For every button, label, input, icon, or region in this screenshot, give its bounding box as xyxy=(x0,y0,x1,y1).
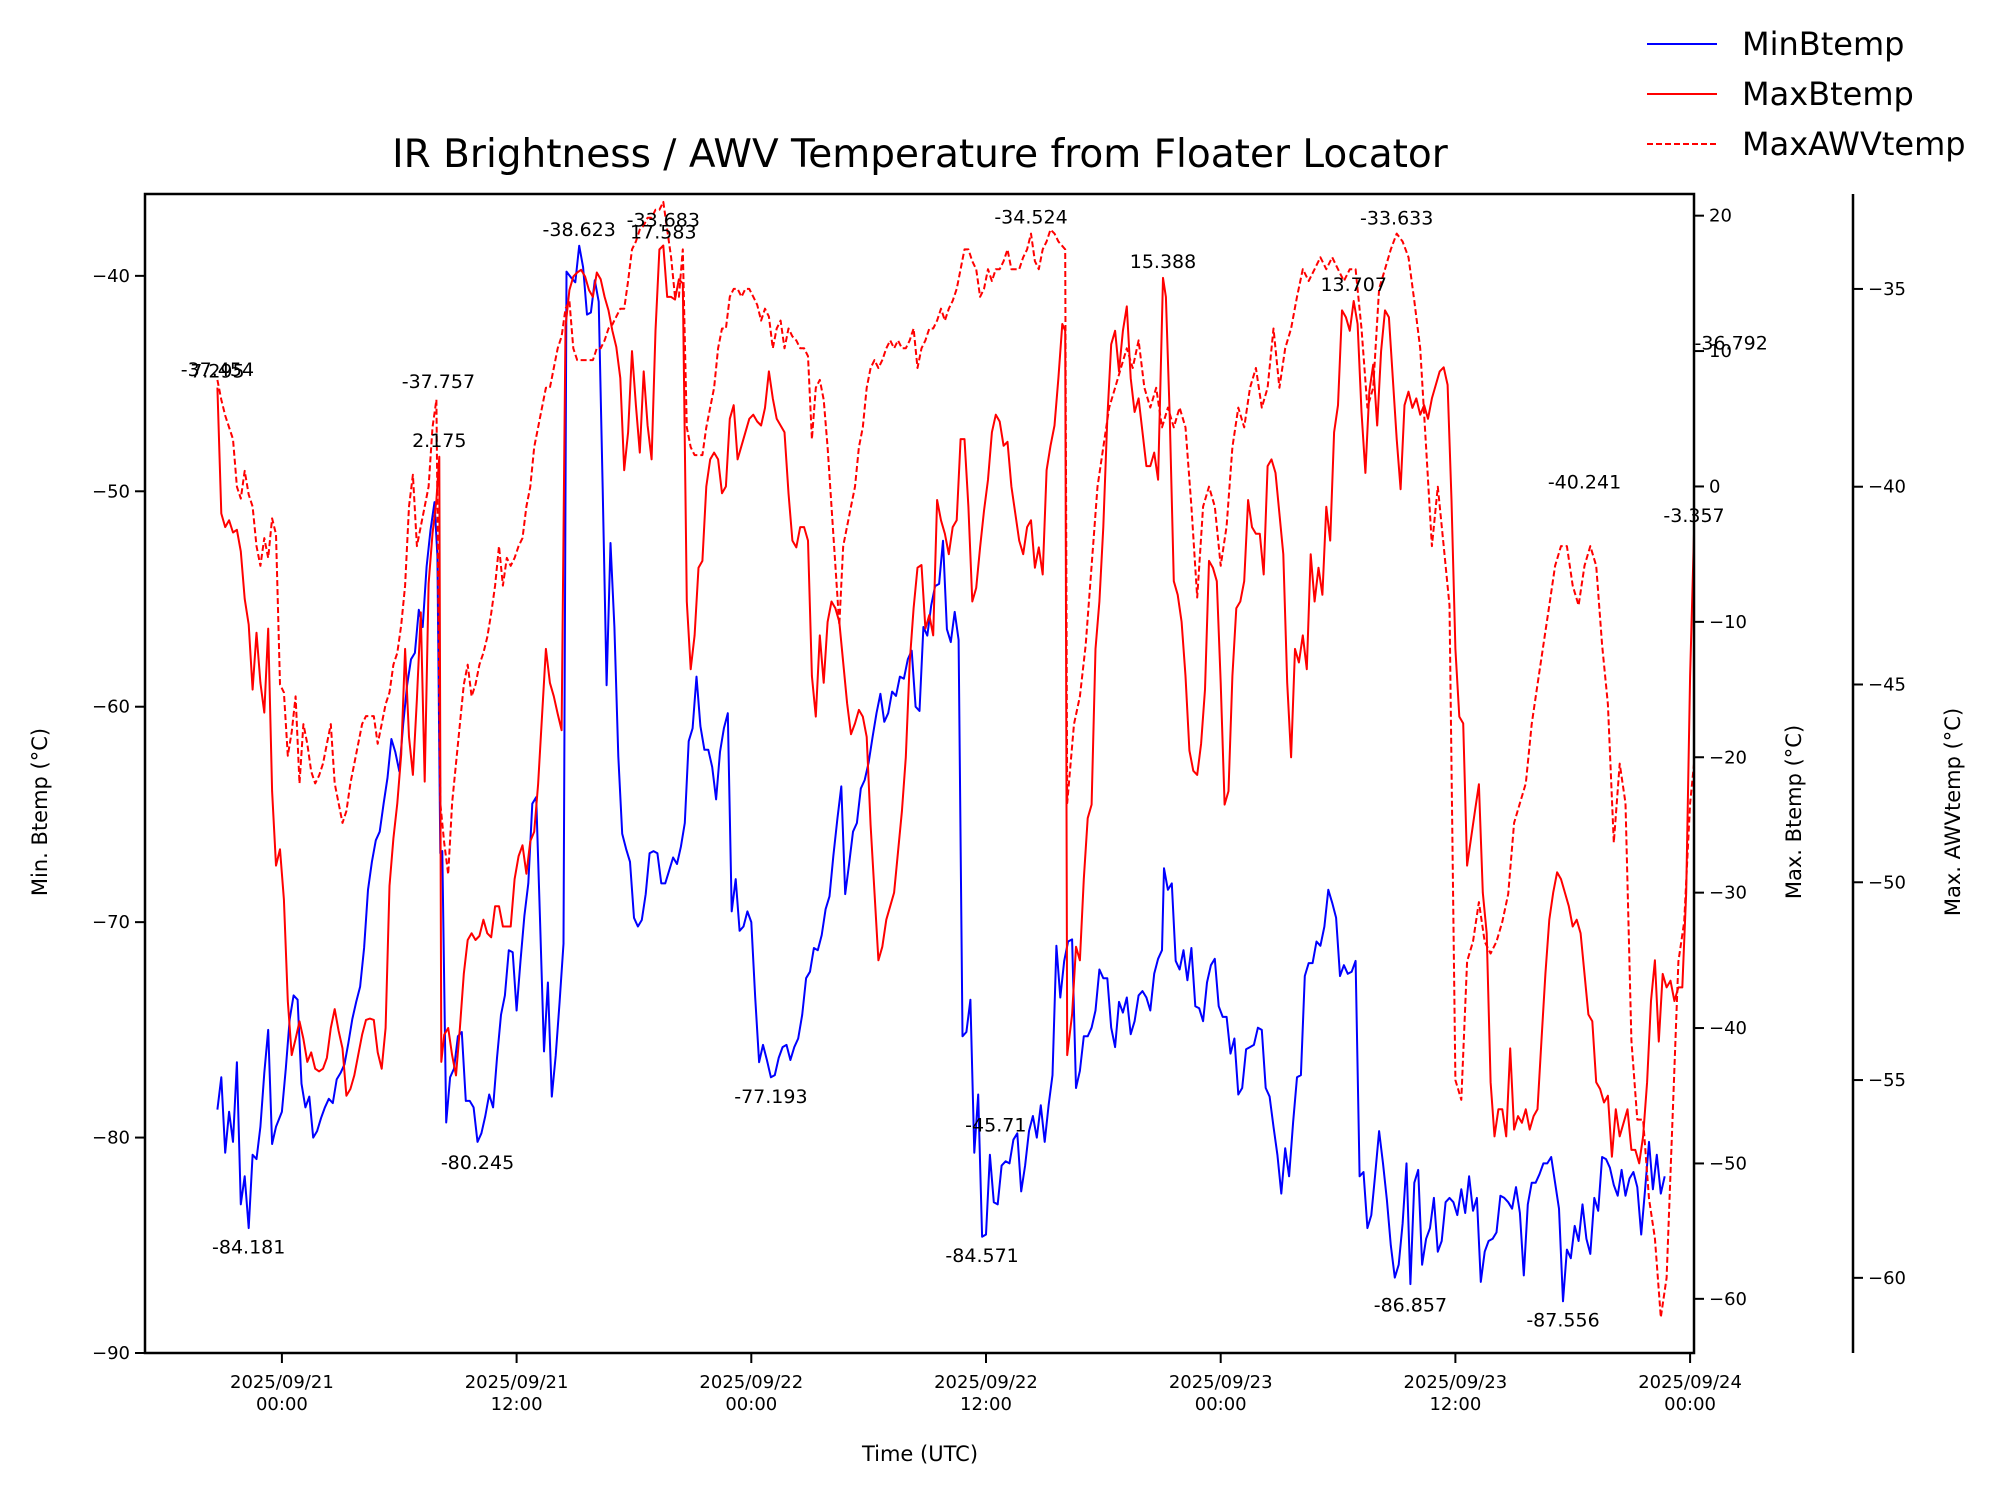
left-tick-label: −80 xyxy=(92,1128,130,1149)
x-tick-label: 00:00 xyxy=(725,1394,777,1415)
far-right-tick-label: −35 xyxy=(1868,279,1906,300)
legend-label-minbtemp: MinBtemp xyxy=(1742,25,1904,63)
right-tick-label: −30 xyxy=(1709,883,1747,904)
far-right-tick-label: −60 xyxy=(1868,1268,1906,1289)
annotation-label: -77.193 xyxy=(734,1086,807,1108)
x-tick-label: 00:00 xyxy=(1664,1394,1716,1415)
series-line-minbtemp xyxy=(216,244,1666,1303)
annotation-label: -33.633 xyxy=(1360,208,1433,230)
annotation-label: -40.241 xyxy=(1548,472,1621,494)
annotation-label: -80.245 xyxy=(441,1152,514,1174)
far-right-axis-ticks: −60 −55 −50 −45 −40 −35 xyxy=(1853,279,1906,1289)
left-axis-ticks: −90 −80 −70 −60 −50 −40 xyxy=(92,266,145,1364)
annotation-label: 2.175 xyxy=(412,430,466,452)
annotation-label: -86.857 xyxy=(1374,1294,1447,1316)
series-line-maxawvtemp xyxy=(216,200,1694,1319)
annotation-label: -36.792 xyxy=(1695,333,1768,355)
right-tick-label: 10 xyxy=(1709,341,1732,362)
annotation-label: -37.454 xyxy=(181,359,254,381)
annotations: 7.295-37.454 -84.181 -37.757 2.175 -80.245 -3… xyxy=(181,207,1768,1332)
left-tick-label: −40 xyxy=(92,266,130,287)
annotation-label: -84.571 xyxy=(945,1245,1018,1267)
left-axis-title: Min. Btemp (°C) xyxy=(28,728,52,896)
annotation-label: -45.71 xyxy=(965,1114,1026,1136)
annotation-label: 13.707 xyxy=(1320,274,1386,296)
right-tick-label: −10 xyxy=(1709,612,1747,633)
annotation-label: -34.524 xyxy=(994,207,1067,229)
right-tick-label: −60 xyxy=(1709,1289,1747,1310)
x-tick-label: 2025/09/22 xyxy=(699,1372,803,1393)
far-right-tick-label: −40 xyxy=(1868,477,1906,498)
left-tick-label: −60 xyxy=(92,697,130,718)
x-tick-label: 12:00 xyxy=(960,1394,1012,1415)
annotation-label: -87.556 xyxy=(1526,1309,1599,1331)
far-right-tick-label: −50 xyxy=(1868,872,1906,893)
right-tick-label: −50 xyxy=(1709,1153,1747,1174)
left-tick-label: −90 xyxy=(92,1343,130,1364)
x-axis-ticks: 2025/09/2100:002025/09/2112:002025/09/22… xyxy=(230,1353,1742,1415)
x-tick-label: 2025/09/22 xyxy=(934,1372,1038,1393)
far-right-tick-label: −45 xyxy=(1868,674,1906,695)
x-tick-label: 00:00 xyxy=(256,1394,308,1415)
annotation-label: -37.757 xyxy=(402,371,475,393)
left-tick-label: −50 xyxy=(92,481,130,502)
annotation-label: 7.295 xyxy=(190,361,244,383)
right-tick-label: −20 xyxy=(1709,747,1747,768)
legend: MinBtemp MaxBtemp MaxAWVtemp xyxy=(1647,25,1966,163)
left-tick-label: −70 xyxy=(92,912,130,933)
x-tick-label: 2025/09/23 xyxy=(1169,1372,1273,1393)
plot-lines xyxy=(216,200,1694,1319)
x-tick-label: 2025/09/23 xyxy=(1404,1372,1508,1393)
chart-title: IR Brightness / AWV Temperature from Flo… xyxy=(392,132,1449,177)
series-line-maxbtemp xyxy=(216,244,1694,1165)
x-tick-label: 2025/09/21 xyxy=(465,1372,569,1393)
annotation-label: -38.623 xyxy=(543,219,616,241)
x-tick-label: 12:00 xyxy=(491,1394,543,1415)
right-tick-label: 20 xyxy=(1709,206,1732,227)
legend-label-maxbtemp: MaxBtemp xyxy=(1742,75,1914,113)
far-right-axis-title: Max. AWVtemp (°C) xyxy=(1941,708,1965,916)
x-tick-label: 00:00 xyxy=(1195,1394,1247,1415)
annotation-label: 15.388 xyxy=(1130,251,1196,273)
right-axis-ticks: −60 −50 −40 −30 −20 −10 0 10 20 xyxy=(1694,206,1747,1310)
right-tick-label: −40 xyxy=(1709,1018,1747,1039)
far-right-tick-label: −55 xyxy=(1868,1070,1906,1091)
legend-label-maxawvtemp: MaxAWVtemp xyxy=(1742,125,1966,163)
right-axis-title: Max. Btemp (°C) xyxy=(1782,725,1806,899)
x-tick-label: 12:00 xyxy=(1429,1394,1481,1415)
x-tick-label: 2025/09/24 xyxy=(1638,1372,1742,1393)
annotation-label: 17.583 xyxy=(630,221,696,243)
x-axis-title: Time (UTC) xyxy=(861,1442,978,1466)
plot-frame xyxy=(143,192,1696,1355)
annotation-label: -84.181 xyxy=(212,1237,285,1259)
annotation-label: -33.683 xyxy=(627,210,700,232)
right-tick-label: 0 xyxy=(1709,476,1720,497)
x-tick-label: 2025/09/21 xyxy=(230,1372,334,1393)
